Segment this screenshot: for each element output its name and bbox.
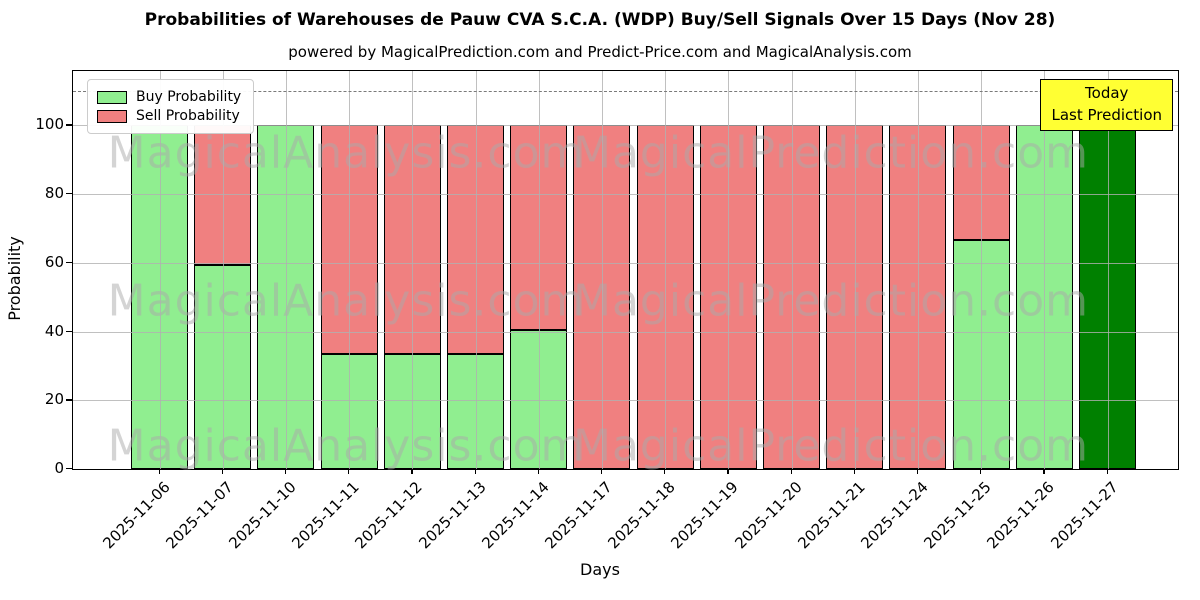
v-gridline [854, 71, 856, 469]
y-tick-label-20: 20 [44, 390, 64, 409]
v-gridline [285, 71, 287, 469]
y-tick-mark [66, 193, 72, 195]
plot-area: MagicalAnalysis.com MagicalPrediction.com… [72, 70, 1179, 472]
y-tick-mark [66, 124, 72, 126]
x-tick-mark [853, 469, 855, 474]
h-gridline [73, 125, 1178, 127]
y-tick-mark [66, 261, 72, 264]
x-axis-label: Days [580, 560, 620, 579]
x-tick-mark [1043, 469, 1045, 474]
buy-swatch-icon [97, 90, 127, 104]
v-gridline [538, 71, 540, 469]
x-tick-mark [916, 469, 919, 474]
sell-swatch-icon [97, 109, 127, 123]
h-gridline [73, 400, 1178, 402]
x-tick-mark [158, 469, 160, 474]
x-tick-mark [664, 469, 666, 474]
watermark-text: MagicalPrediction.com [573, 275, 1089, 327]
v-gridline [475, 71, 477, 469]
y-tick-label-40: 40 [44, 321, 64, 340]
y-tick-mark [66, 330, 72, 332]
watermark-text: MagicalPrediction.com [573, 420, 1089, 472]
v-gridline [1044, 71, 1046, 469]
y-tick-label-100: 100 [35, 115, 64, 134]
watermark-text: MagicalAnalysis.com [107, 127, 585, 179]
v-gridline [412, 71, 414, 469]
h-gridline [73, 262, 1178, 264]
x-tick-mark [284, 469, 287, 474]
y-tick-label-60: 60 [44, 252, 64, 271]
v-gridline [981, 71, 983, 469]
x-tick-mark [790, 469, 792, 474]
y-tick-mark [66, 399, 72, 401]
legend-item-buy: Buy Probability [97, 89, 241, 105]
v-gridline [222, 71, 224, 469]
x-tick-mark [537, 469, 539, 474]
watermark-text: MagicalAnalysis.com [107, 420, 585, 472]
threshold-dashed-line [73, 90, 1178, 92]
x-tick-mark [474, 469, 476, 474]
today-annotation: Today Last Prediction [1040, 79, 1173, 131]
watermark-text: MagicalPrediction.com [573, 127, 1089, 179]
h-gridline [73, 194, 1178, 196]
x-tick-mark [411, 469, 413, 474]
v-gridline [159, 71, 161, 469]
watermark-text: MagicalAnalysis.com [107, 275, 585, 327]
y-tick-label-0: 0 [54, 459, 64, 477]
legend-item-sell: Sell Probability [97, 108, 241, 124]
v-gridline [917, 71, 919, 469]
y-axis-label: Probability [5, 236, 24, 321]
chart-title: Probabilities of Warehouses de Pauw CVA … [144, 10, 1056, 30]
x-tick-mark [1106, 469, 1108, 474]
today-annotation-line1: Today [1085, 84, 1129, 102]
v-gridline [601, 71, 603, 469]
today-annotation-line2: Last Prediction [1051, 105, 1162, 124]
y-tick-label-80: 80 [44, 184, 64, 203]
v-gridline [349, 71, 351, 469]
y-tick-mark [66, 468, 72, 470]
x-tick-mark [348, 469, 350, 474]
x-tick-mark [980, 469, 982, 474]
legend-label-buy: Buy Probability [136, 89, 242, 105]
v-gridline [791, 71, 793, 469]
x-tick-mark [727, 469, 729, 474]
legend: Buy Probability Sell Probability [87, 79, 255, 134]
legend-label-sell: Sell Probability [136, 108, 240, 124]
h-gridline [73, 331, 1178, 333]
x-tick-mark [221, 469, 223, 474]
v-gridline [728, 71, 730, 469]
chart-subtitle: powered by MagicalPrediction.com and Pre… [288, 43, 912, 61]
v-gridline [665, 71, 667, 469]
v-gridline [1107, 71, 1109, 469]
x-tick-mark [600, 469, 603, 474]
